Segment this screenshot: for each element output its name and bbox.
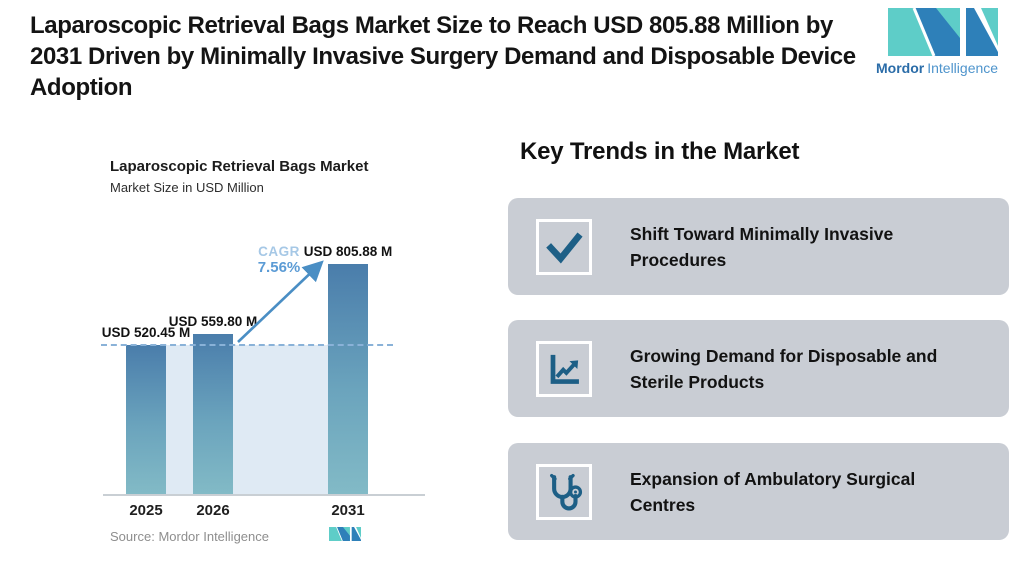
x-axis-line (103, 494, 425, 496)
trend-card-minimally-invasive: Shift Toward Minimally Invasive Procedur… (508, 198, 1009, 295)
bar-value-label: USD 559.80 M (168, 314, 258, 329)
cagr-label: CAGR (258, 244, 300, 259)
chart-background-band (126, 345, 368, 494)
trend-text: Expansion of Ambulatory Surgical Centres (630, 468, 916, 515)
x-tick-2025: 2025 (129, 502, 163, 519)
bar-rect-2026 (193, 334, 233, 494)
x-tick-2031: 2031 (331, 502, 365, 519)
growth-arrow-icon (237, 260, 324, 343)
bar-rect-2031 (328, 264, 368, 494)
bar-rect-2025 (126, 345, 166, 494)
source-value: Mordor Intelligence (158, 529, 269, 544)
line-chart-icon (550, 354, 579, 384)
trend-icon-box (536, 218, 592, 275)
brand-logo: Mordor Intelligence (876, 8, 1016, 76)
mordor-intelligence-mini-logo-icon (329, 527, 361, 541)
page-title: Laparoscopic Retrieval Bags Market Size … (30, 12, 856, 101)
key-trends-heading: Key Trends in the Market (520, 138, 800, 165)
chart-title: Laparoscopic Retrieval Bags Market (110, 158, 369, 175)
brand-name: Mordor Intelligence (876, 60, 1016, 76)
trend-icon-box (536, 340, 592, 397)
bar-2026: USD 559.80 M (169, 314, 257, 494)
bar-2031: USD 805.88 M (304, 244, 392, 494)
brand-name-light: Intelligence (927, 60, 999, 76)
stethoscope-icon (550, 473, 583, 510)
brand-name-bold: Mordor (876, 60, 925, 76)
trend-text: Growing Demand for Disposable and Steril… (630, 345, 938, 392)
bar-value-label: USD 805.88 M (303, 244, 393, 259)
x-tick-2026: 2026 (196, 502, 230, 519)
bar-value-label: USD 520.45 M (101, 325, 191, 340)
reference-dashed-line (101, 344, 393, 346)
trend-icon-box (536, 463, 592, 520)
cagr-value: 7.56% (257, 259, 301, 276)
mordor-intelligence-logo-icon (888, 8, 998, 56)
cagr-annotation: CAGR 7.56% (243, 244, 315, 276)
trend-card-disposable-products: Growing Demand for Disposable and Steril… (508, 320, 1009, 417)
chart-subtitle: Market Size in USD Million (110, 180, 264, 195)
source-note: Source: Mordor Intelligence (110, 529, 269, 544)
trend-card-ambulatory-centres: Expansion of Ambulatory Surgical Centres (508, 443, 1009, 540)
source-label: Source: (110, 529, 155, 544)
bar-2025: USD 520.45 M (102, 325, 190, 494)
trend-text: Shift Toward Minimally Invasive Procedur… (630, 223, 894, 270)
market-size-chart: Laparoscopic Retrieval Bags Market Marke… (93, 130, 473, 570)
check-icon (546, 232, 583, 264)
